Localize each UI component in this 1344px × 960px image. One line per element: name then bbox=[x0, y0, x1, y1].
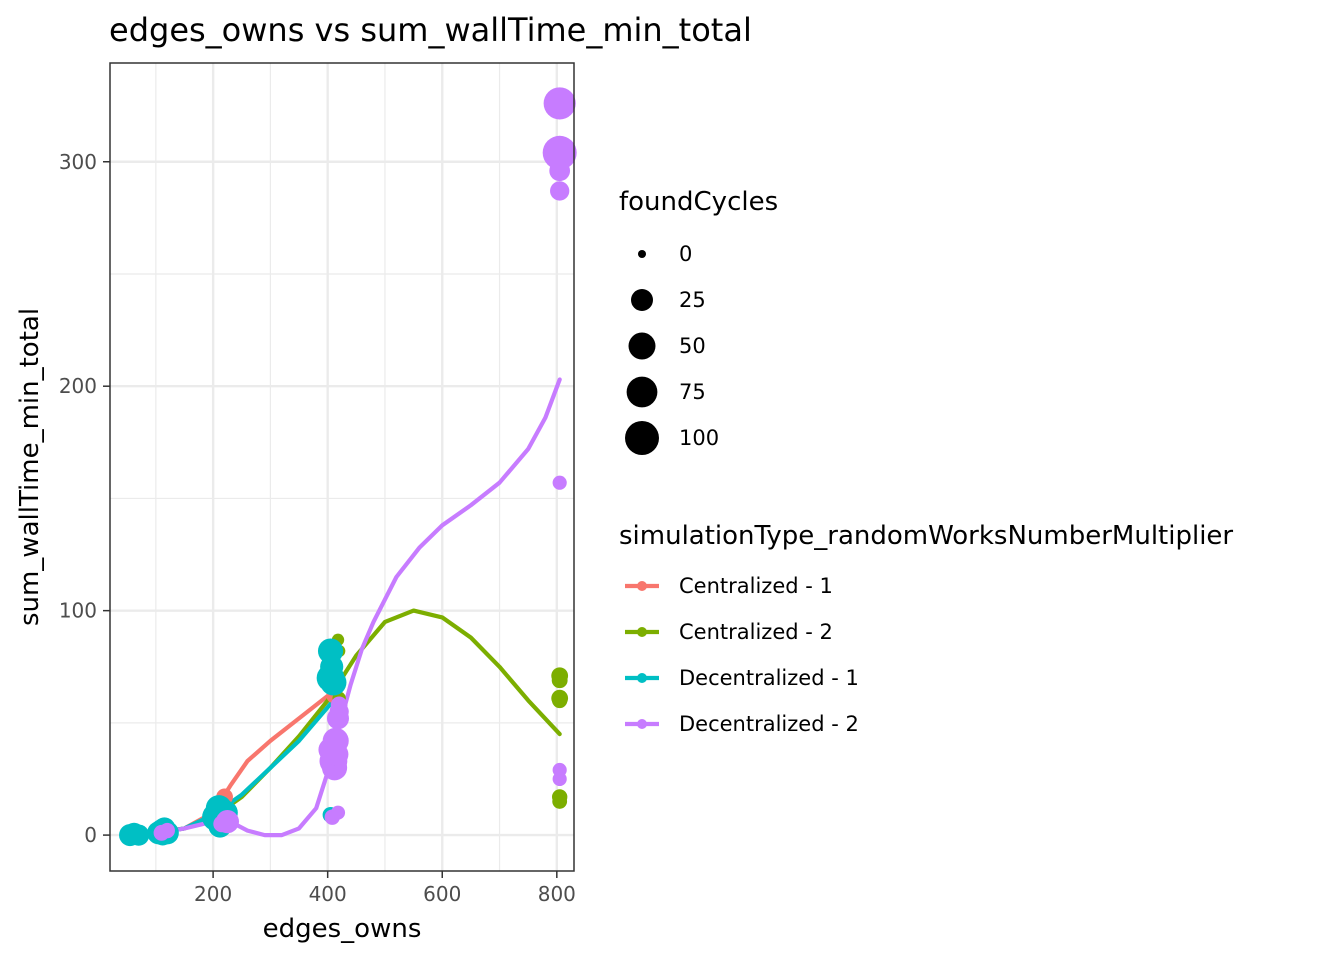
y-tick-label: 300 bbox=[59, 150, 97, 174]
data-point bbox=[552, 475, 567, 490]
data-point bbox=[550, 181, 570, 201]
data-point bbox=[549, 160, 571, 182]
color-legend-label: Decentralized - 2 bbox=[679, 712, 859, 736]
x-tick-label: 200 bbox=[194, 882, 232, 906]
data-point bbox=[128, 824, 150, 846]
size-legend-label: 25 bbox=[679, 288, 706, 312]
data-point bbox=[542, 135, 577, 170]
size-legend-key bbox=[626, 376, 658, 408]
color-legend-point bbox=[637, 719, 647, 729]
data-point bbox=[159, 822, 175, 839]
x-axis-title: edges_owns bbox=[263, 914, 422, 944]
y-axis-title: sum_wallTime_min_total bbox=[15, 308, 45, 626]
data-point bbox=[552, 794, 568, 809]
plot-area: 200 400 600 800 0 100 200 300 bbox=[59, 62, 577, 906]
y-tick-label: 200 bbox=[59, 374, 97, 398]
x-tick-label: 400 bbox=[309, 882, 347, 906]
color-legend-point bbox=[637, 627, 647, 637]
data-point bbox=[320, 669, 347, 696]
size-legend-label: 75 bbox=[679, 380, 706, 404]
size-legend-key bbox=[628, 332, 656, 360]
data-point bbox=[552, 771, 567, 787]
color-legend-point bbox=[637, 581, 647, 591]
data-point bbox=[325, 742, 349, 766]
size-legend-key bbox=[625, 421, 659, 455]
size-legend-label: 100 bbox=[679, 426, 719, 450]
color-legend-label: Centralized - 2 bbox=[679, 620, 833, 644]
color-legend-label: Centralized - 1 bbox=[679, 574, 833, 598]
chart-title: edges_owns vs sum_wallTime_min_total bbox=[109, 11, 752, 49]
data-point bbox=[543, 87, 576, 120]
color-legend-label: Decentralized - 1 bbox=[679, 666, 859, 690]
x-tick-label: 800 bbox=[538, 882, 576, 906]
size-legend-label: 0 bbox=[679, 242, 692, 266]
size-legend-key bbox=[631, 289, 653, 311]
data-point bbox=[330, 805, 346, 820]
size-legend-key bbox=[638, 250, 646, 258]
size-legend-items: 0 25 50 75 100 bbox=[625, 242, 719, 455]
size-legend-title: foundCycles bbox=[619, 187, 778, 217]
size-legend-label: 50 bbox=[679, 334, 706, 358]
color-legend-items: Centralized - 1 Centralized - 2 Decentrali… bbox=[625, 574, 859, 736]
y-tick-label: 100 bbox=[59, 599, 97, 623]
y-tick-label: 0 bbox=[84, 823, 97, 847]
data-point bbox=[330, 696, 348, 714]
plot-border bbox=[109, 62, 575, 872]
data-point bbox=[215, 810, 240, 834]
color-legend-title: simulationType_randomWorksNumberMultipli… bbox=[619, 521, 1233, 551]
x-tick-label: 600 bbox=[423, 882, 461, 906]
legend: foundCycles 0 25 50 75 100 simulationType_ra… bbox=[619, 187, 1233, 736]
data-point bbox=[551, 672, 568, 689]
data-point bbox=[551, 692, 568, 709]
color-legend-point bbox=[637, 673, 647, 683]
